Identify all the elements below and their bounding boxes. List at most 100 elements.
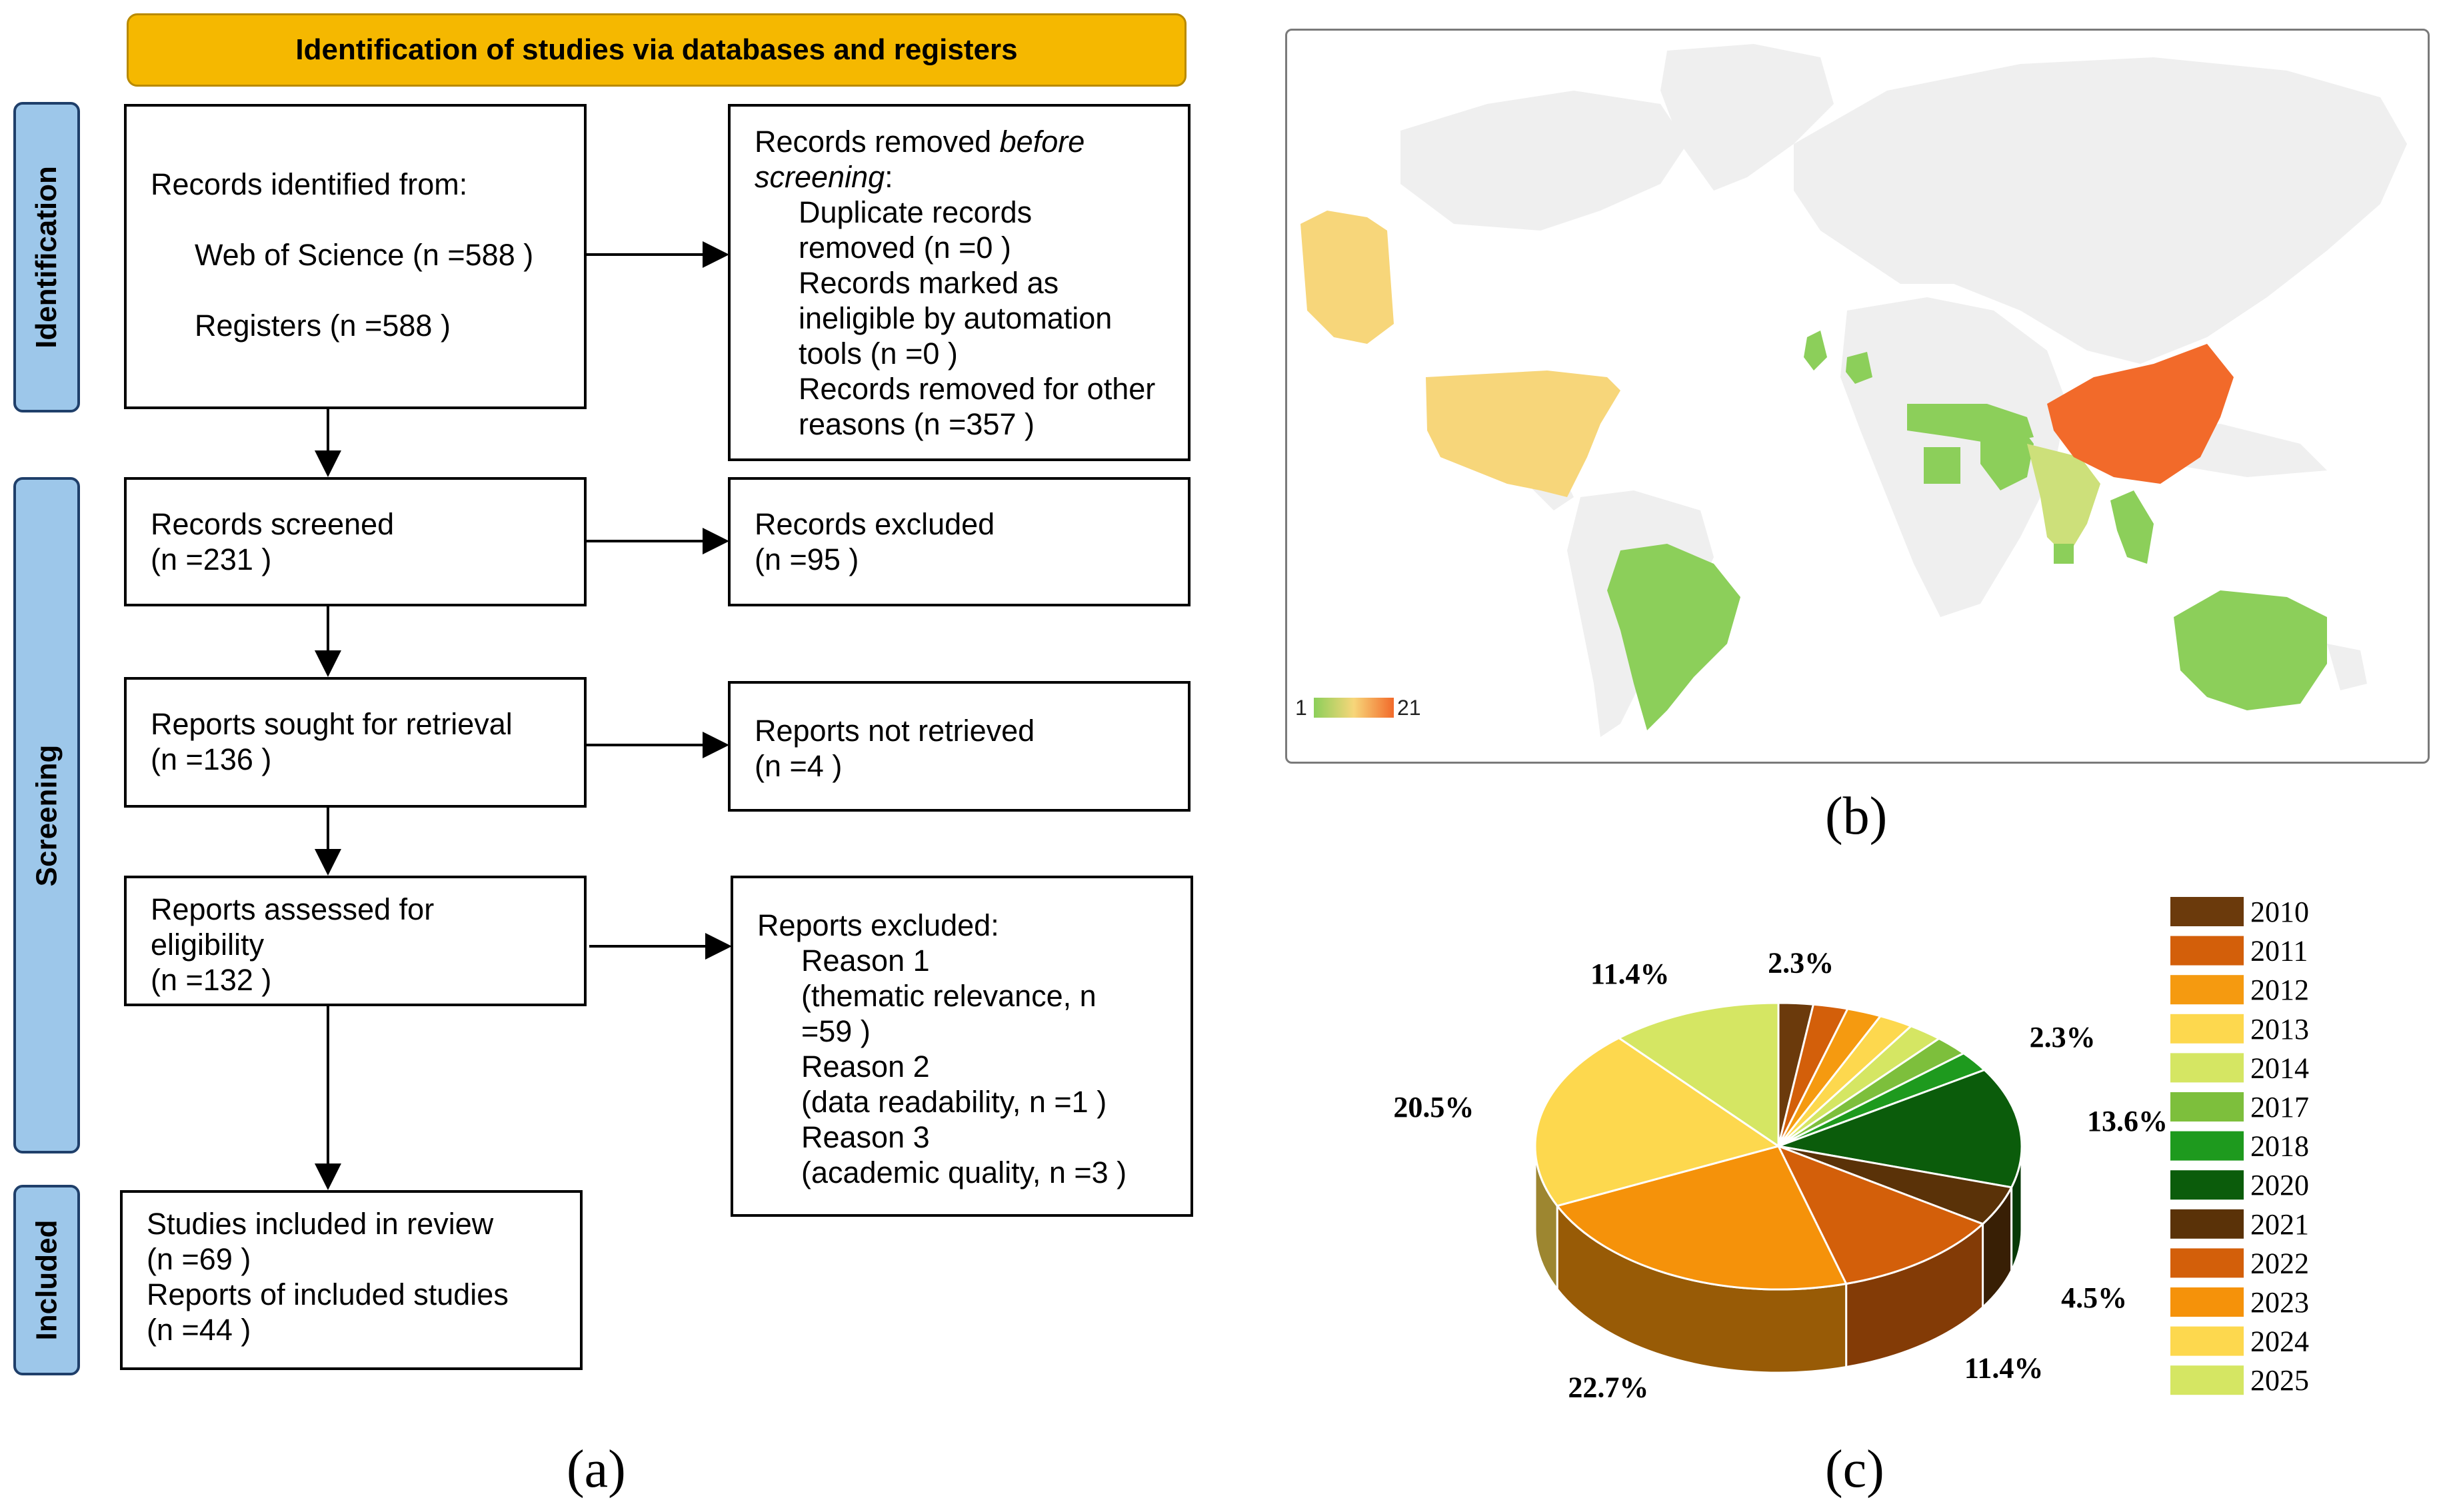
antarctica-hint xyxy=(2327,644,2367,690)
legend-min-label: 1 xyxy=(1295,696,1307,720)
pie-slice-2024 xyxy=(1534,1036,1781,1207)
legend-swatch-2020 xyxy=(2170,1170,2244,1200)
pie-data-label-2024: 20.5% xyxy=(1393,1091,1474,1124)
pie-data-label-2021: 4.5% xyxy=(2061,1281,2127,1314)
records-removed-title-plain: Records removed xyxy=(755,125,1000,159)
legend-swatch-2017 xyxy=(2170,1092,2244,1122)
pie-data-label-2023: 22.7% xyxy=(1568,1371,1648,1404)
pie-slice-2013 xyxy=(1777,1015,1913,1147)
pie-slice-2020 xyxy=(1774,1068,2023,1189)
panel-a-label: (a) xyxy=(567,1440,626,1499)
pie-data-label-2018: 2.3% xyxy=(2030,1021,2096,1054)
kenya-shape xyxy=(2054,544,2074,564)
reports-sought-box: Reports sought for retrieval (n =136 ) xyxy=(124,677,587,808)
reports-sought-line: Reports sought for retrieval xyxy=(151,707,513,741)
legend-swatch-2025 xyxy=(2170,1365,2244,1395)
legend-gradient-bar xyxy=(1314,698,1394,718)
records-removed-line: tools (n =0 ) xyxy=(799,337,958,371)
pie-slice-2010 xyxy=(1777,1002,1815,1147)
egypt-shape xyxy=(1924,447,1960,484)
pie-slice-2018 xyxy=(1778,1052,1986,1147)
pie-side-2022 xyxy=(1845,1221,1984,1369)
reports-excluded-line: (academic quality, n =3 ) xyxy=(801,1155,1127,1189)
legend-label-2024: 2024 xyxy=(2250,1325,2309,1358)
legend-label-2025: 2025 xyxy=(2250,1364,2309,1397)
phase-screening-label: Screening xyxy=(30,744,63,886)
legend-label-2020: 2020 xyxy=(2250,1169,2309,1201)
records-screened-line: Records screened xyxy=(151,507,395,541)
records-excluded-box: Records excluded (n =95 ) xyxy=(728,477,1191,606)
studies-included-box: Studies included in review (n =69 ) Repo… xyxy=(120,1190,583,1370)
pie-slice-2021 xyxy=(1778,1145,2013,1225)
reports-excluded-line: Reason 1 xyxy=(801,944,930,978)
pie-legend-group: 2010 2011 2012 2013 2014 2017 2018 2020 2021 2022… xyxy=(2170,896,2309,1397)
phase-included: Included xyxy=(13,1185,80,1375)
reports-excluded-line: (data readability, n =1 ) xyxy=(801,1085,1107,1119)
pie-slice-2011 xyxy=(1777,1003,1850,1147)
world-map xyxy=(1300,44,2407,737)
legend-label-2014: 2014 xyxy=(2250,1052,2309,1084)
legend-swatch-2024 xyxy=(2170,1326,2244,1356)
phase-identification-label: Identification xyxy=(30,166,63,349)
pie-data-label-2025: 11.4% xyxy=(1590,958,1670,990)
legend-max-label: 21 xyxy=(1397,696,1421,720)
reports-excluded-line: =59 ) xyxy=(801,1014,871,1048)
reports-assessed-line: eligibility xyxy=(151,928,265,962)
phase-screening: Screening xyxy=(13,477,80,1153)
australia-shape xyxy=(2174,590,2327,710)
records-screened-box: Records screened (n =231 ) xyxy=(124,477,587,606)
legend-label-2013: 2013 xyxy=(2250,1013,2309,1046)
records-removed-title-italic: before xyxy=(999,125,1085,159)
pie-top-group xyxy=(1534,1002,2023,1291)
pie-slice-2023 xyxy=(1555,1145,1848,1291)
legend-label-2018: 2018 xyxy=(2250,1130,2309,1163)
legend-label-2011: 2011 xyxy=(2250,935,2308,968)
studies-included-line: Studies included in review xyxy=(147,1207,494,1241)
records-removed-box: Records removed before screening: Duplic… xyxy=(728,104,1191,461)
records-removed-line: removed (n =0 ) xyxy=(799,231,1011,265)
panel-c-label: (c) xyxy=(1825,1440,1884,1499)
pakistan-shape xyxy=(1980,417,2034,490)
reports-assessed-box: Reports assessed for eligibility (n =132… xyxy=(124,876,587,1006)
pie-data-label-2010: 2.3% xyxy=(1768,947,1834,980)
reports-included-line: Reports of included studies xyxy=(147,1277,509,1311)
records-removed-line: reasons (n =357 ) xyxy=(799,407,1035,441)
records-excluded-count: (n =95 ) xyxy=(755,542,859,576)
studies-included-count: (n =69 ) xyxy=(147,1242,251,1276)
legend-label-2017: 2017 xyxy=(2250,1091,2309,1124)
pie-side-2024 xyxy=(1534,1145,1558,1292)
records-removed-title-2: screening: xyxy=(755,159,1188,195)
pie-side-2023 xyxy=(1556,1203,1848,1374)
legend-label-2021: 2021 xyxy=(2250,1208,2309,1241)
phase-included-label: Included xyxy=(30,1219,63,1341)
legend-swatch-2023 xyxy=(2170,1287,2244,1317)
reports-excluded-title: Reports excluded: xyxy=(757,908,999,942)
pie-data-label-2022: 11.4% xyxy=(1964,1351,2044,1384)
legend-label-2022: 2022 xyxy=(2250,1247,2309,1279)
records-removed-line: Duplicate records xyxy=(799,195,1033,229)
records-removed-line: ineligible by automation xyxy=(799,301,1113,335)
records-identified-box: Records identified from: Web of Science … xyxy=(124,104,587,409)
records-screened-count: (n =231 ) xyxy=(151,542,272,576)
reports-not-retrieved-box: Reports not retrieved (n =4 ) xyxy=(728,681,1191,812)
pie-slice-2025 xyxy=(1616,1002,1780,1148)
legend-swatch-2013 xyxy=(2170,1014,2244,1044)
alaska-shape xyxy=(1300,211,1394,344)
reports-excluded-box: Reports excluded: Reason 1 (thematic rel… xyxy=(731,876,1193,1217)
brazil-shape xyxy=(1607,544,1740,730)
legend-swatch-2022 xyxy=(2170,1248,2244,1278)
pie-slice-2022 xyxy=(1776,1144,1985,1285)
reports-excluded-line: (thematic relevance, n xyxy=(801,979,1097,1013)
records-identified-wos: Web of Science (n =588 ) xyxy=(195,238,534,272)
records-excluded-line: Records excluded xyxy=(755,507,995,541)
reports-assessed-count: (n =132 ) xyxy=(151,963,272,997)
reports-assessed-line: Reports assessed for xyxy=(151,892,435,926)
legend-swatch-2018 xyxy=(2170,1131,2244,1161)
legend-swatch-2014 xyxy=(2170,1053,2244,1083)
legend-label-2012: 2012 xyxy=(2250,974,2309,1006)
reports-sought-count: (n =136 ) xyxy=(151,742,272,776)
pie-slice-2017 xyxy=(1778,1037,1966,1147)
greenland-shape xyxy=(1660,44,1834,191)
pie-data-label-2020: 13.6% xyxy=(2087,1105,2168,1137)
legend-swatch-2021 xyxy=(2170,1209,2244,1239)
